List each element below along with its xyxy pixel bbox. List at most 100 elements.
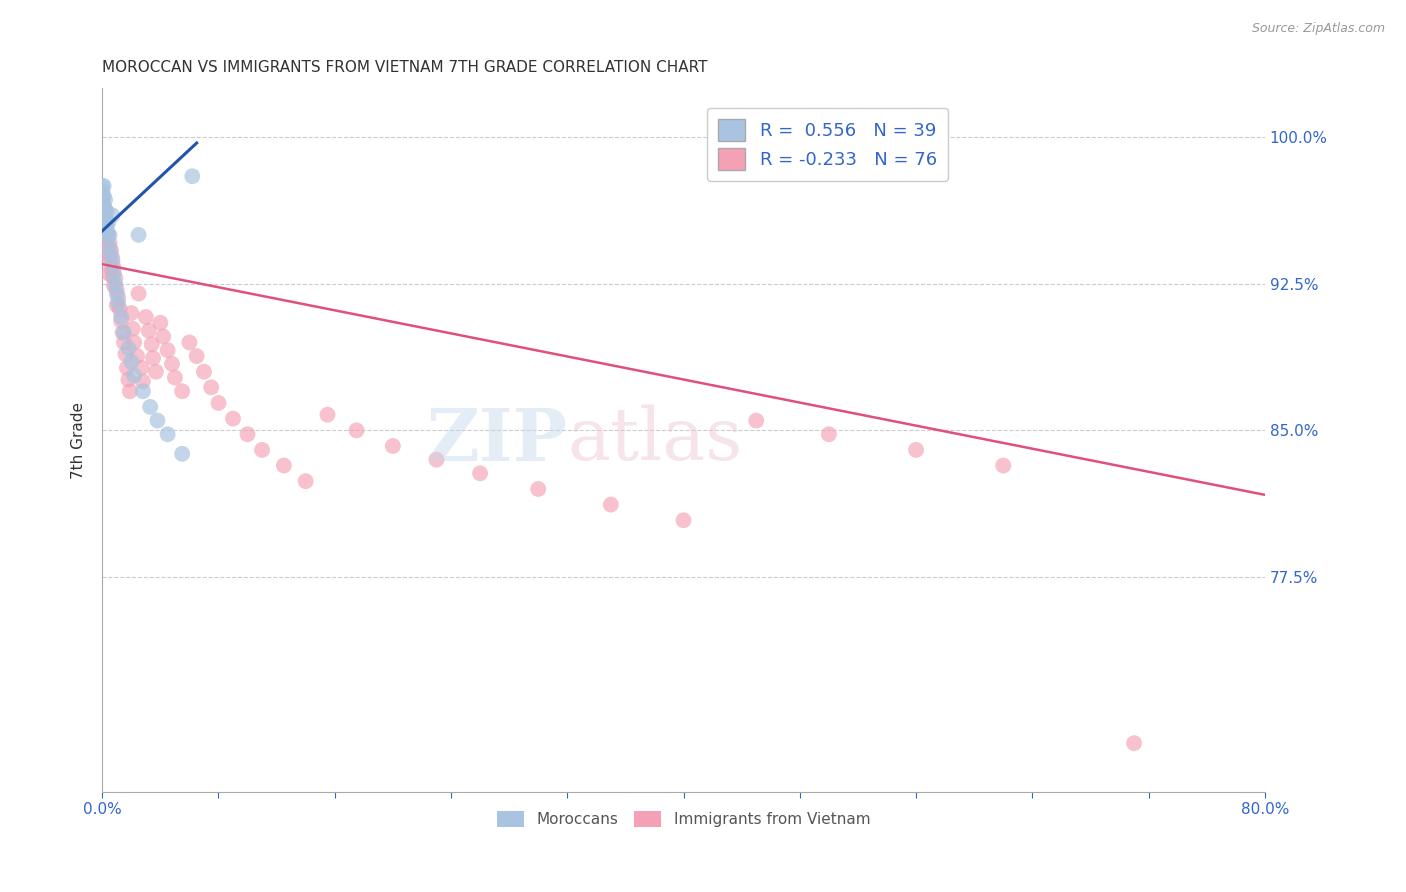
- Point: [100, 261, 122, 276]
- Point: [132, 384, 155, 399]
- Point: [672, 513, 695, 527]
- Point: [94, 193, 117, 207]
- Point: [818, 427, 841, 442]
- Point: [96, 218, 118, 232]
- Point: [91, 188, 114, 202]
- Point: [193, 365, 215, 379]
- Point: [346, 423, 368, 437]
- Point: [103, 261, 125, 276]
- Point: [179, 335, 201, 350]
- Point: [186, 349, 208, 363]
- Point: [94, 235, 117, 250]
- Point: [745, 413, 768, 427]
- Point: [122, 335, 145, 350]
- Point: [91, 191, 114, 205]
- Point: [905, 442, 928, 457]
- Point: [160, 357, 183, 371]
- Text: atlas: atlas: [567, 405, 742, 475]
- Point: [108, 302, 131, 317]
- Point: [146, 413, 169, 427]
- Point: [96, 204, 118, 219]
- Point: [103, 267, 125, 281]
- Point: [599, 498, 621, 512]
- Point: [91, 185, 114, 199]
- Point: [112, 335, 135, 350]
- Text: MOROCCAN VS IMMIGRANTS FROM VIETNAM 7TH GRADE CORRELATION CHART: MOROCCAN VS IMMIGRANTS FROM VIETNAM 7TH …: [103, 60, 707, 75]
- Point: [107, 290, 129, 304]
- Point: [105, 283, 128, 297]
- Point: [117, 372, 139, 386]
- Point: [207, 396, 229, 410]
- Point: [94, 208, 117, 222]
- Point: [142, 351, 165, 365]
- Point: [273, 458, 295, 473]
- Point: [93, 198, 115, 212]
- Point: [152, 329, 174, 343]
- Point: [127, 349, 149, 363]
- Point: [141, 337, 163, 351]
- Point: [112, 326, 135, 340]
- Point: [101, 255, 124, 269]
- Point: [121, 321, 143, 335]
- Point: [120, 306, 142, 320]
- Point: [181, 169, 204, 184]
- Point: [114, 347, 136, 361]
- Point: [316, 408, 339, 422]
- Point: [200, 380, 222, 394]
- Point: [98, 267, 121, 281]
- Point: [115, 360, 138, 375]
- Point: [105, 286, 128, 301]
- Point: [96, 232, 118, 246]
- Point: [96, 224, 118, 238]
- Point: [128, 286, 150, 301]
- Point: [250, 442, 273, 457]
- Point: [105, 298, 128, 312]
- Point: [98, 239, 121, 253]
- Point: [222, 411, 245, 425]
- Point: [93, 198, 115, 212]
- Point: [104, 277, 127, 291]
- Point: [128, 227, 150, 242]
- Point: [97, 216, 120, 230]
- Point: [156, 427, 179, 442]
- Point: [149, 316, 172, 330]
- Point: [98, 235, 121, 250]
- Point: [100, 247, 122, 261]
- Point: [1123, 736, 1146, 750]
- Point: [97, 227, 120, 242]
- Point: [93, 224, 115, 238]
- Point: [138, 324, 160, 338]
- Point: [91, 202, 114, 217]
- Point: [103, 278, 125, 293]
- Point: [94, 222, 117, 236]
- Point: [104, 271, 127, 285]
- Point: [93, 188, 115, 202]
- Point: [110, 310, 132, 324]
- Point: [172, 384, 194, 399]
- Point: [96, 247, 118, 261]
- Point: [101, 208, 124, 222]
- Point: [145, 365, 167, 379]
- Point: [94, 212, 117, 227]
- Point: [98, 227, 121, 242]
- Point: [91, 216, 114, 230]
- Point: [91, 196, 114, 211]
- Point: [93, 212, 115, 227]
- Point: [132, 375, 155, 389]
- Point: [101, 252, 124, 266]
- Point: [100, 244, 122, 258]
- Point: [117, 341, 139, 355]
- Point: [172, 447, 194, 461]
- Text: ZIP: ZIP: [426, 405, 567, 475]
- Point: [527, 482, 550, 496]
- Point: [381, 439, 404, 453]
- Point: [91, 202, 114, 217]
- Point: [236, 427, 259, 442]
- Point: [425, 452, 447, 467]
- Text: Source: ZipAtlas.com: Source: ZipAtlas.com: [1251, 22, 1385, 36]
- Point: [98, 252, 121, 266]
- Point: [118, 384, 141, 399]
- Point: [110, 314, 132, 328]
- Point: [97, 242, 120, 256]
- Point: [94, 202, 117, 217]
